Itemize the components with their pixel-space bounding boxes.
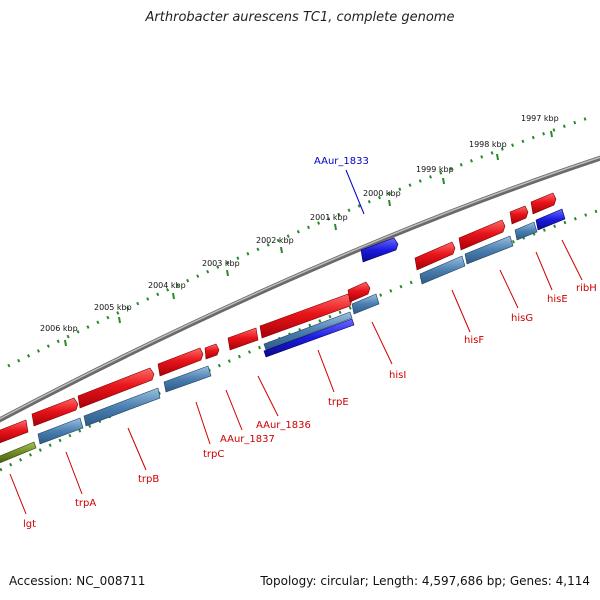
- kbp-label: 1997 kbp: [521, 114, 559, 123]
- gene-label[interactable]: trpC: [203, 449, 224, 460]
- gene-block[interactable]: [0, 419, 29, 444]
- kbp-label: 2002 kbp: [256, 236, 294, 245]
- kbp-label: 1998 kbp: [469, 140, 507, 149]
- gene-block[interactable]: [458, 219, 506, 251]
- gene-label[interactable]: hisI: [389, 370, 406, 381]
- kbp-label: 2006 kbp: [40, 324, 78, 333]
- gene-block[interactable]: [263, 318, 355, 358]
- kbp-label: 2001 kbp: [310, 213, 348, 222]
- gene-block[interactable]: [351, 293, 380, 315]
- accession-text: Accession: NC_008711: [9, 574, 146, 588]
- gene-block[interactable]: [509, 205, 529, 225]
- label-leaders: [9, 169, 583, 515]
- gene-label[interactable]: lgt: [23, 519, 36, 530]
- gene-block[interactable]: [77, 367, 155, 409]
- gene-block[interactable]: [204, 343, 220, 360]
- gene-block[interactable]: [83, 387, 161, 427]
- gene-block[interactable]: [419, 255, 466, 285]
- gene-block[interactable]: [163, 365, 212, 393]
- kbp-label: 2000 kbp: [363, 189, 401, 198]
- gene-label[interactable]: hisF: [464, 335, 484, 346]
- gene-label[interactable]: AAur_1833: [314, 156, 369, 167]
- gene-block[interactable]: [347, 281, 371, 303]
- reverse-strand-genes: [0, 208, 566, 464]
- genome-backbone: [0, 155, 600, 423]
- gene-block-aaur-1833[interactable]: [360, 237, 399, 263]
- genome-summary-text: Topology: circular; Length: 4,597,686 bp…: [260, 574, 590, 588]
- inner-tick-ring: [0, 208, 600, 472]
- gene-block[interactable]: [263, 311, 353, 351]
- kbp-scale: 1997 kbp 1998 kbp 1999 kbp 2000 kbp 2001…: [40, 114, 559, 347]
- kbp-label: 1999 kbp: [416, 165, 454, 174]
- kbp-label: 2003 kbp: [202, 259, 240, 268]
- gene-block[interactable]: [0, 441, 37, 464]
- gene-label[interactable]: trpE: [328, 397, 349, 408]
- gene-block[interactable]: [535, 208, 566, 231]
- gene-label[interactable]: AAur_1836: [256, 420, 311, 431]
- kbp-label: 2004 kbp: [148, 281, 186, 290]
- gene-label[interactable]: trpA: [75, 498, 96, 509]
- gene-label[interactable]: trpB: [138, 474, 159, 485]
- gene-label[interactable]: hisG: [511, 313, 533, 324]
- gene-block[interactable]: [259, 293, 353, 339]
- figure-title: Arthrobacter aurescens TC1, complete gen…: [145, 10, 455, 25]
- gene-block[interactable]: [414, 241, 456, 271]
- gene-block[interactable]: [31, 397, 79, 427]
- kbp-label: 2005 kbp: [94, 303, 132, 312]
- gene-block[interactable]: [514, 221, 538, 241]
- gene-block[interactable]: [530, 192, 557, 215]
- gene-labels: AAur_1833 ribH hisE hisG hisF hisI trpE …: [23, 156, 597, 530]
- gene-block[interactable]: [464, 235, 514, 265]
- gene-label[interactable]: ribH: [576, 283, 597, 294]
- forward-strand-genes: [0, 192, 557, 444]
- gene-label[interactable]: AAur_1837: [220, 434, 275, 445]
- gene-label[interactable]: hisE: [547, 294, 568, 305]
- gene-block[interactable]: [227, 327, 259, 351]
- gene-block[interactable]: [157, 347, 204, 377]
- gene-block[interactable]: [37, 417, 84, 445]
